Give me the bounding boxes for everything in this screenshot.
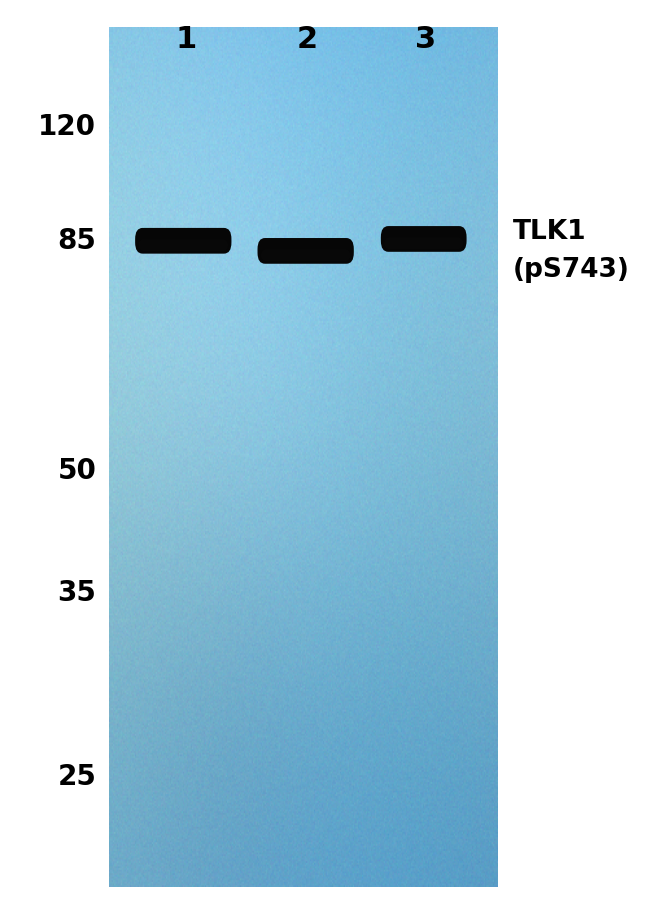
Text: 120: 120 — [38, 113, 96, 141]
Text: 1: 1 — [176, 25, 197, 54]
Text: 3: 3 — [415, 25, 436, 54]
FancyBboxPatch shape — [384, 237, 463, 249]
Text: 50: 50 — [57, 457, 96, 484]
Text: 35: 35 — [57, 579, 96, 607]
FancyBboxPatch shape — [138, 239, 228, 251]
FancyBboxPatch shape — [135, 228, 231, 254]
FancyBboxPatch shape — [261, 249, 351, 261]
FancyBboxPatch shape — [257, 238, 354, 264]
Text: 25: 25 — [57, 763, 96, 790]
FancyBboxPatch shape — [381, 226, 467, 252]
Text: 85: 85 — [57, 227, 96, 255]
Text: 2: 2 — [297, 25, 318, 54]
FancyBboxPatch shape — [109, 28, 497, 887]
Text: (pS743): (pS743) — [513, 257, 629, 283]
Text: TLK1: TLK1 — [513, 219, 586, 244]
